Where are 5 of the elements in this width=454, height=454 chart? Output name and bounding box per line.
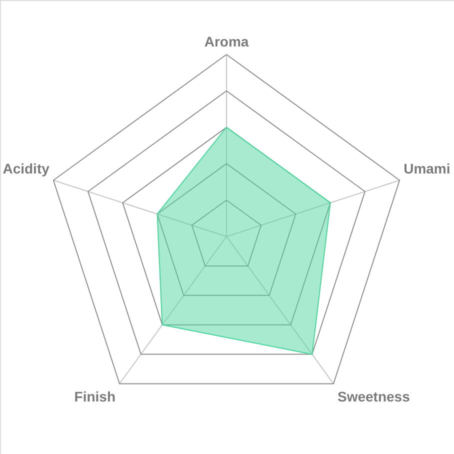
spoke-label: Aroma [204, 34, 249, 50]
spoke-label: Finish [74, 388, 116, 405]
spoke-label: Umami [404, 160, 450, 176]
spoke-label: Sweetness [337, 388, 410, 405]
spoke-label: Acidity [2, 160, 50, 176]
